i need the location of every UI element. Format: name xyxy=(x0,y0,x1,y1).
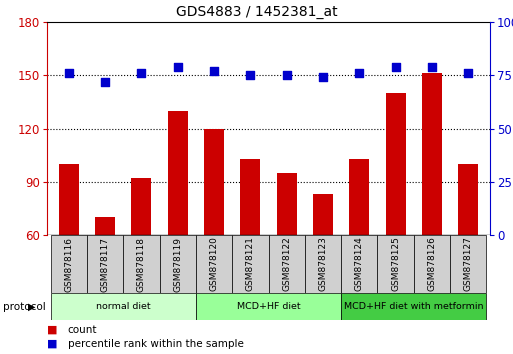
Text: GSM878117: GSM878117 xyxy=(101,236,110,291)
Bar xyxy=(87,235,123,293)
Bar xyxy=(268,235,305,293)
Bar xyxy=(422,74,442,235)
Text: GSM878124: GSM878124 xyxy=(355,236,364,291)
Point xyxy=(355,70,363,76)
Text: ▶: ▶ xyxy=(28,302,36,312)
Text: GSM878122: GSM878122 xyxy=(282,236,291,291)
Bar xyxy=(196,235,232,293)
Bar xyxy=(313,194,333,235)
Bar xyxy=(168,111,188,235)
Point xyxy=(428,64,436,70)
Text: GSM878125: GSM878125 xyxy=(391,236,400,291)
Bar xyxy=(59,164,79,235)
Text: ■: ■ xyxy=(47,325,57,335)
Text: percentile rank within the sample: percentile rank within the sample xyxy=(68,339,243,349)
Text: GSM878119: GSM878119 xyxy=(173,236,182,291)
Bar xyxy=(51,235,87,293)
Bar xyxy=(51,293,196,320)
Bar xyxy=(277,173,297,235)
Bar xyxy=(341,293,486,320)
Bar xyxy=(341,235,378,293)
Point xyxy=(319,75,327,80)
Bar xyxy=(349,159,369,235)
Bar xyxy=(378,235,414,293)
Point xyxy=(283,73,291,78)
Bar xyxy=(131,178,151,235)
Text: GSM878116: GSM878116 xyxy=(64,236,73,291)
Bar xyxy=(204,129,224,235)
Point xyxy=(210,68,218,74)
Text: GSM878126: GSM878126 xyxy=(427,236,437,291)
Text: GSM878120: GSM878120 xyxy=(209,236,219,291)
Text: GSM878123: GSM878123 xyxy=(319,236,327,291)
Point xyxy=(246,73,254,78)
Bar xyxy=(414,235,450,293)
Point xyxy=(391,64,400,70)
Bar xyxy=(160,235,196,293)
Point xyxy=(137,70,146,76)
Bar xyxy=(196,293,341,320)
Point xyxy=(65,70,73,76)
Text: GDS4883 / 1452381_at: GDS4883 / 1452381_at xyxy=(175,5,338,19)
Point xyxy=(173,64,182,70)
Bar xyxy=(450,235,486,293)
Point xyxy=(464,70,472,76)
Bar xyxy=(386,93,406,235)
Bar xyxy=(232,235,268,293)
Text: MCD+HF diet with metformin: MCD+HF diet with metformin xyxy=(344,302,483,311)
Text: protocol: protocol xyxy=(3,302,45,312)
Text: MCD+HF diet: MCD+HF diet xyxy=(236,302,300,311)
Point xyxy=(101,79,109,85)
Bar xyxy=(458,164,478,235)
Bar xyxy=(305,235,341,293)
Text: ■: ■ xyxy=(47,339,57,349)
Text: normal diet: normal diet xyxy=(96,302,151,311)
Text: count: count xyxy=(68,325,97,335)
Text: GSM878118: GSM878118 xyxy=(137,236,146,291)
Bar xyxy=(241,159,260,235)
Text: GSM878121: GSM878121 xyxy=(246,236,255,291)
Bar xyxy=(123,235,160,293)
Text: GSM878127: GSM878127 xyxy=(464,236,472,291)
Bar xyxy=(95,217,115,235)
